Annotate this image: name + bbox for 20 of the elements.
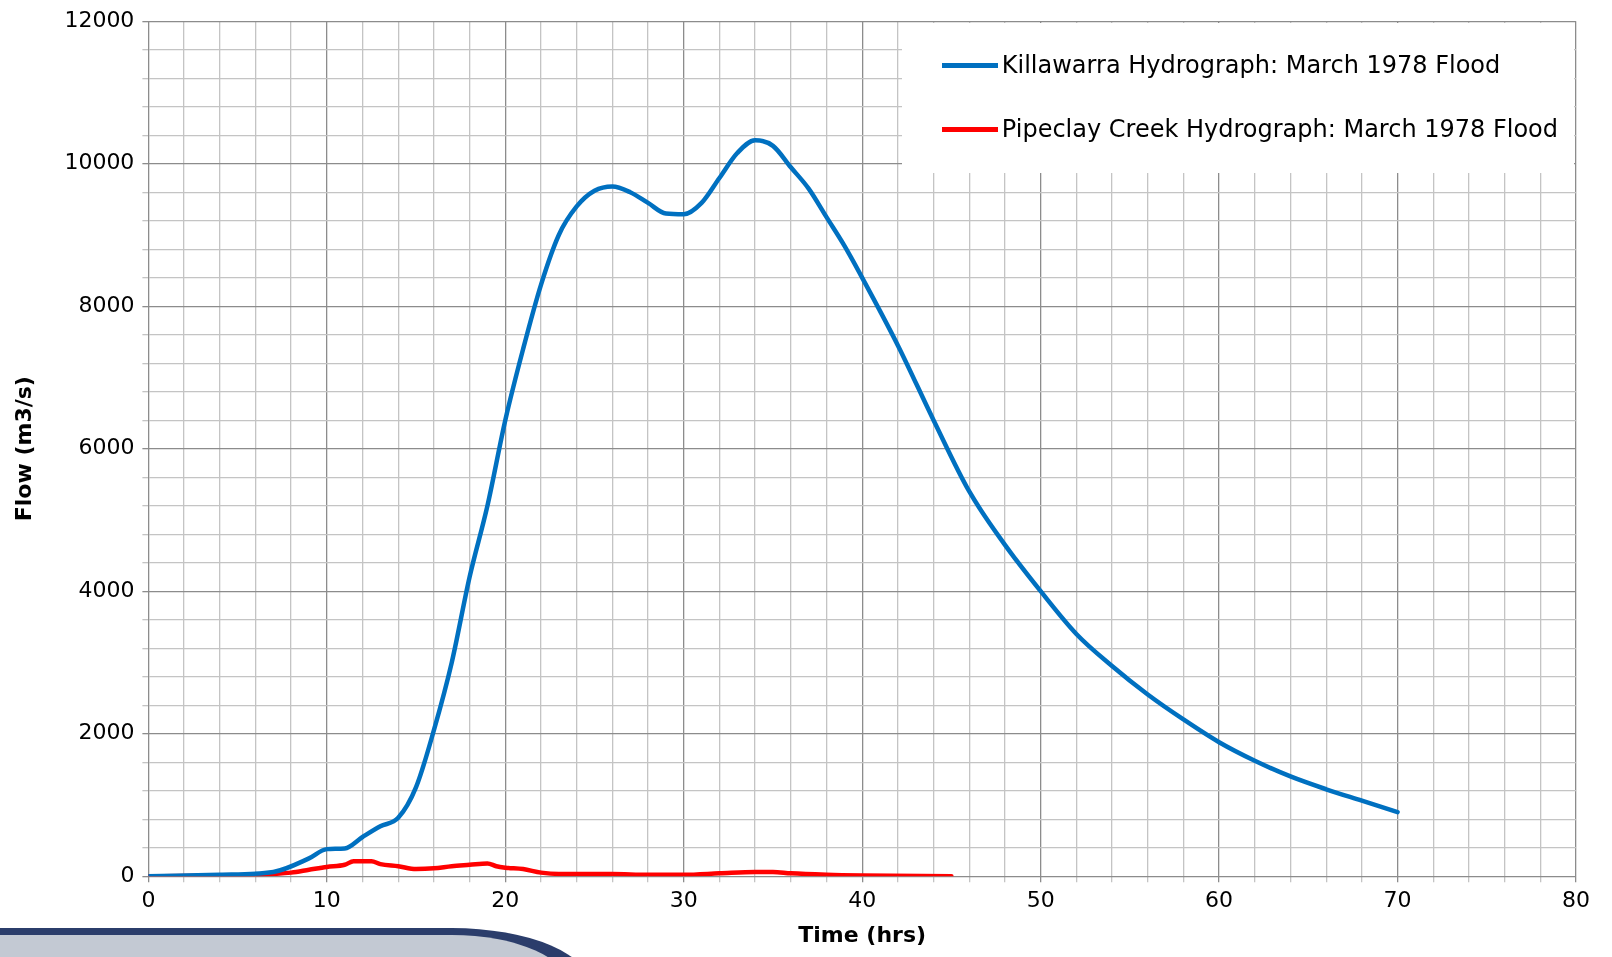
y-axis-title: Flow (m3/s) xyxy=(10,376,36,522)
x-tick-label: 10 xyxy=(312,887,341,913)
y-tick-label: 10000 xyxy=(64,149,135,175)
x-tick-label: 50 xyxy=(1026,887,1055,913)
x-tick-label: 0 xyxy=(141,887,156,913)
x-tick-label: 20 xyxy=(491,887,520,913)
y-tick-label: 2000 xyxy=(78,719,135,745)
y-tick-label: 4000 xyxy=(78,576,135,602)
x-tick-label: 80 xyxy=(1562,887,1590,913)
x-tick-label: 70 xyxy=(1383,887,1412,913)
x-tick-label: 60 xyxy=(1205,887,1234,913)
legend-label: Pipeclay Creek Hydrograph: March 1978 Flood xyxy=(1001,115,1558,144)
x-tick-label: 30 xyxy=(669,887,698,913)
y-tick-label: 0 xyxy=(120,861,135,887)
y-tick-label: 6000 xyxy=(78,434,135,460)
x-axis-title: Time (hrs) xyxy=(798,921,927,947)
y-tick-label: 12000 xyxy=(64,6,135,32)
legend-label: Killawarra Hydrograph: March 1978 Flood xyxy=(1001,51,1501,80)
x-tick-label: 40 xyxy=(848,887,877,913)
y-tick-label: 8000 xyxy=(78,291,135,317)
